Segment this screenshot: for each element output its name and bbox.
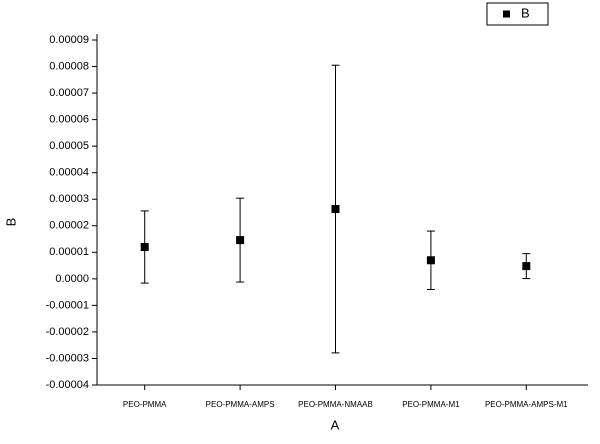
x-tick-label: PEO-PMMA-NMAAB bbox=[298, 400, 373, 409]
x-tick-label: PEO-PMMA-AMPS-M1 bbox=[485, 400, 568, 409]
x-tick-label: PEO-PMMA bbox=[123, 400, 167, 409]
y-tick-label: 0.00001 bbox=[49, 246, 89, 258]
x-tick-label: PEO-PMMA-AMPS bbox=[206, 400, 275, 409]
y-tick-label: 0.00008 bbox=[49, 60, 89, 72]
y-tick-label: 0.00002 bbox=[49, 220, 89, 232]
y-tick-label: 0.00003 bbox=[49, 193, 89, 205]
x-axis-label: A bbox=[331, 417, 340, 432]
y-tick-label: -0.00001 bbox=[46, 299, 89, 311]
y-tick-label: -0.00002 bbox=[46, 326, 89, 338]
marker bbox=[140, 243, 149, 251]
y-tick-label: -0.00004 bbox=[46, 379, 89, 391]
legend-label: B bbox=[521, 5, 530, 20]
x-tick-label: PEO-PMMA-M1 bbox=[402, 400, 460, 409]
marker bbox=[426, 256, 435, 265]
legend-box bbox=[486, 2, 549, 26]
y-tick-label: 0.00009 bbox=[49, 34, 89, 46]
marker bbox=[236, 236, 245, 245]
marker bbox=[522, 262, 531, 271]
y-tick-label: -0.00003 bbox=[46, 352, 89, 364]
y-tick-label: 0.0000 bbox=[55, 273, 89, 285]
y-tick-label: 0.00006 bbox=[49, 114, 89, 126]
y-tick-label: 0.00005 bbox=[49, 140, 89, 152]
y-axis-label: B bbox=[3, 218, 18, 227]
legend-marker bbox=[503, 10, 510, 18]
y-tick-label: 0.00004 bbox=[49, 167, 89, 179]
y-tick-label: 0.00007 bbox=[49, 87, 89, 99]
marker bbox=[331, 205, 340, 214]
